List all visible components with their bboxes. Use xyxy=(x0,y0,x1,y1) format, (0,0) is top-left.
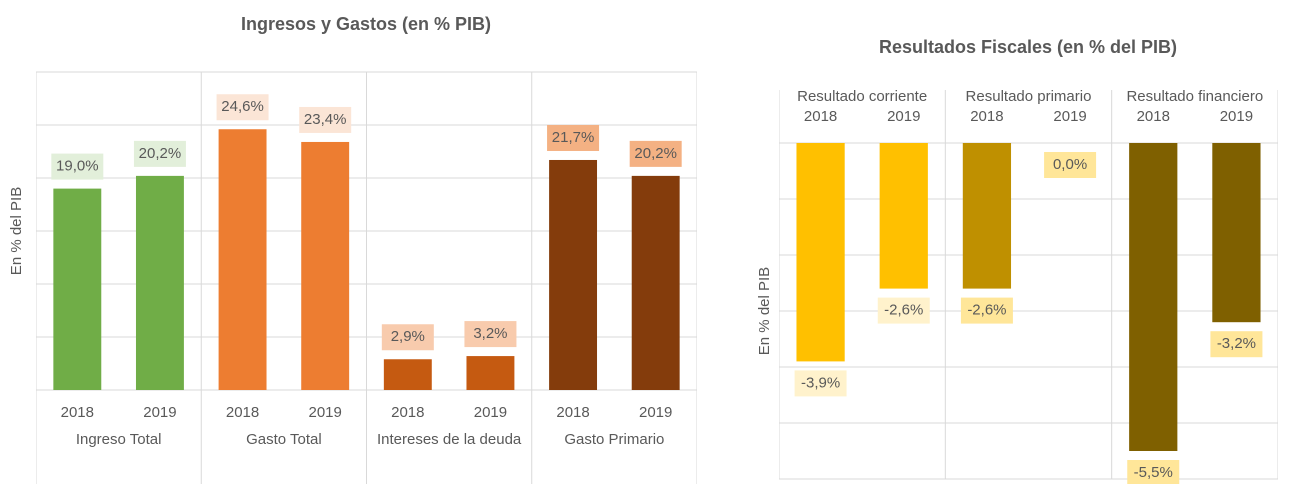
bar xyxy=(1129,143,1178,451)
chart-title: Ingresos y Gastos (en % PIB) xyxy=(241,14,491,34)
bar xyxy=(383,359,432,390)
group-label: Intereses de la deuda xyxy=(376,431,522,448)
x-tick-label: 2018 xyxy=(970,108,1003,125)
x-tick-label: 2019 xyxy=(474,404,507,421)
bar xyxy=(962,143,1012,289)
data-label: -2,6% xyxy=(884,302,923,319)
data-label-bg xyxy=(547,124,600,151)
data-label-bg xyxy=(960,297,1013,324)
data-label-bg xyxy=(51,153,104,180)
group-label-box: Resultado financiero xyxy=(1126,88,1264,105)
x-tick-label: 2019 xyxy=(639,404,672,421)
x-tick-label: 2019 xyxy=(143,404,176,421)
x-tick-label: 2019 xyxy=(309,404,342,421)
bar xyxy=(879,143,928,289)
chart-body: Ingreso Total Gasto Total Intereses de la … xyxy=(36,72,697,484)
bar xyxy=(218,129,267,391)
data-label: 2,9% xyxy=(391,328,425,345)
data-label: 23,4% xyxy=(304,111,347,128)
data-label: 3,2% xyxy=(473,325,507,342)
data-label: 24,6% xyxy=(221,98,264,115)
group-label-box: Intereses de la deuda xyxy=(376,431,522,448)
group-label: Gasto Primario xyxy=(564,431,665,448)
data-label: 20,2% xyxy=(139,145,182,162)
x-tick-label: 2018 xyxy=(804,108,837,125)
data-label-bg xyxy=(1210,331,1263,358)
chart-body: Resultado corriente Resultado primario Res… xyxy=(779,88,1278,484)
data-label-bg xyxy=(629,140,682,167)
group-label: Gasto Total xyxy=(246,431,322,448)
data-label-bg xyxy=(877,297,930,324)
data-label-bg xyxy=(464,321,517,348)
data-label-bg xyxy=(794,370,847,397)
group-label-box: Ingreso Total xyxy=(75,431,162,448)
group-label-box: Gasto Total xyxy=(246,431,322,448)
bar xyxy=(301,141,350,390)
bar xyxy=(53,188,102,390)
data-label: -3,2% xyxy=(1217,335,1256,352)
group-label-box: Resultado corriente xyxy=(797,88,928,105)
data-label-bg xyxy=(381,324,434,351)
bar xyxy=(549,159,598,390)
bar xyxy=(1212,143,1261,323)
bar xyxy=(466,356,515,390)
data-label-bg xyxy=(299,106,352,133)
x-tick-label: 2018 xyxy=(556,404,589,421)
data-label: -3,9% xyxy=(801,374,840,391)
x-tick-label: 2018 xyxy=(226,404,259,421)
x-tick-label: 2019 xyxy=(887,108,920,125)
group-label: Resultado financiero xyxy=(1126,88,1264,105)
x-tick-label: 2019 xyxy=(1220,108,1253,125)
data-label: 21,7% xyxy=(552,129,595,146)
y-axis-label: En % del PIB xyxy=(8,187,25,275)
data-label-bg xyxy=(216,94,269,121)
group-label-box: Resultado primario xyxy=(965,88,1092,105)
group-label-box: Gasto Primario xyxy=(564,431,665,448)
data-label: 19,0% xyxy=(56,158,99,175)
data-label: 0,0% xyxy=(1053,156,1087,173)
chart-title: Resultados Fiscales (en % del PIB) xyxy=(879,37,1177,57)
x-tick-label: 2018 xyxy=(1137,108,1170,125)
bar xyxy=(796,143,845,362)
data-label: -2,6% xyxy=(967,302,1006,319)
data-label: 20,2% xyxy=(634,145,677,162)
x-tick-label: 2019 xyxy=(1053,108,1086,125)
x-tick-label: 2018 xyxy=(391,404,424,421)
bar xyxy=(631,175,680,390)
x-tick-label: 2018 xyxy=(61,404,94,421)
data-label-bg xyxy=(1044,152,1097,178)
y-axis-label: En % del PIB xyxy=(756,267,773,355)
bar xyxy=(135,175,184,390)
group-label: Resultado corriente xyxy=(797,88,928,105)
data-label: -5,5% xyxy=(1134,464,1173,481)
group-label: Resultado primario xyxy=(965,88,1092,105)
data-label-bg xyxy=(1127,460,1180,484)
group-label: Ingreso Total xyxy=(75,431,162,448)
data-label-bg xyxy=(133,140,186,167)
